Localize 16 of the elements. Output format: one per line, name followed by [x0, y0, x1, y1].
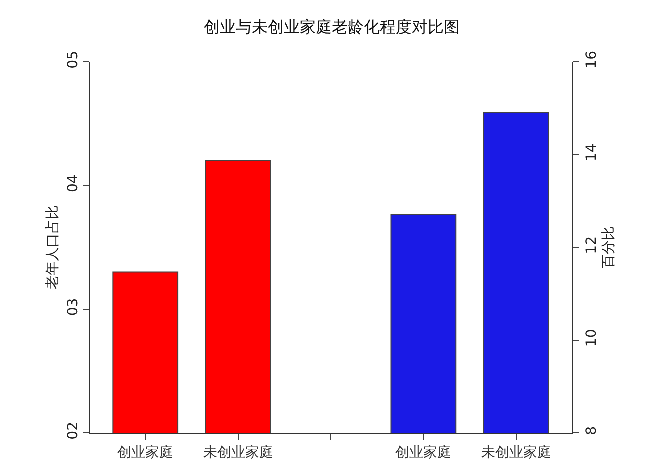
- y2-tick-label: 10: [584, 329, 600, 348]
- x-tick-label: 未创业家庭: [203, 444, 274, 461]
- y2-tick-label: 12: [584, 236, 600, 254]
- y-tick-label: 05: [65, 50, 82, 69]
- y-axis-title: 老年人口占比: [45, 206, 61, 290]
- y2-tick-label: 16: [584, 50, 600, 69]
- y2-tick-label: 14: [584, 144, 600, 162]
- y-tick-label: 03: [65, 298, 82, 316]
- x-tick-label: 创业家庭: [396, 444, 452, 461]
- y2-tick-label: 8: [584, 426, 600, 436]
- y-tick-label: 02: [65, 422, 82, 440]
- y-tick-label: 04: [65, 174, 82, 192]
- x-tick-label: 未创业家庭: [481, 444, 552, 461]
- x-tick-label: 创业家庭: [118, 444, 174, 461]
- chart-title: 创业与未创业家庭老龄化程度对比图: [204, 18, 460, 37]
- y2-axis-title: 百分比: [601, 226, 618, 268]
